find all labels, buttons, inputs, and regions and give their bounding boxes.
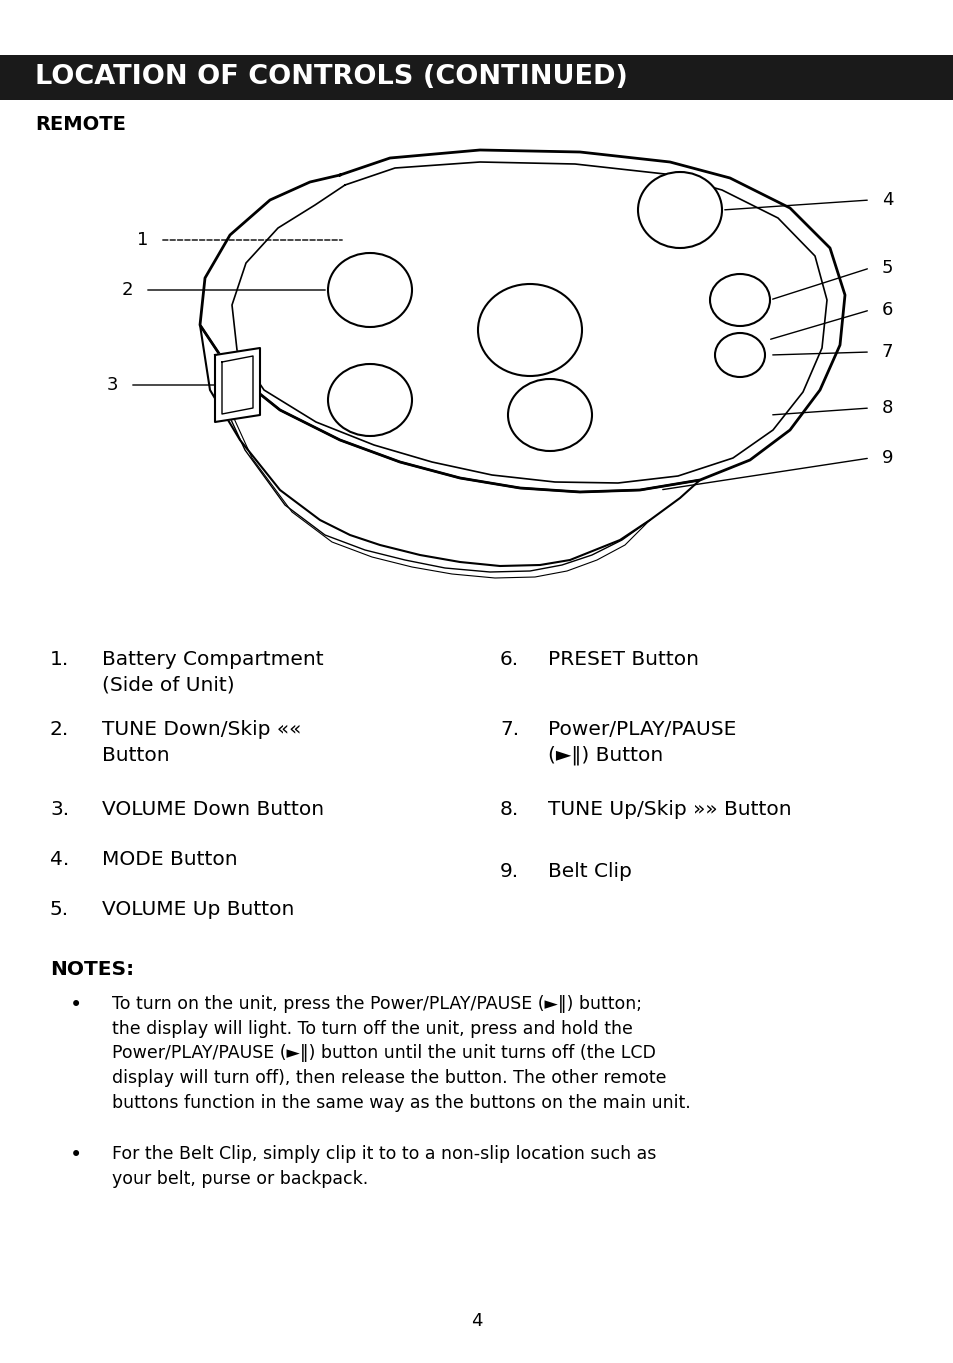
Text: Belt Clip: Belt Clip <box>547 861 631 880</box>
Text: To turn on the unit, press the Power/PLAY/PAUSE (►‖) button;
the display will li: To turn on the unit, press the Power/PLA… <box>112 995 690 1112</box>
Ellipse shape <box>477 284 581 376</box>
Text: 2.: 2. <box>50 720 70 739</box>
Text: •: • <box>70 995 82 1015</box>
Text: •: • <box>70 1145 82 1165</box>
Text: 4: 4 <box>471 1313 482 1330</box>
Text: TUNE Up/Skip »» Button: TUNE Up/Skip »» Button <box>547 800 791 819</box>
Text: 1.: 1. <box>50 650 70 669</box>
Ellipse shape <box>328 364 412 436</box>
Text: 1: 1 <box>136 230 148 249</box>
Text: PRESET Button: PRESET Button <box>547 650 699 669</box>
Text: For the Belt Clip, simply clip it to to a non-slip location such as
your belt, p: For the Belt Clip, simply clip it to to … <box>112 1145 656 1187</box>
Text: Battery Compartment
(Side of Unit): Battery Compartment (Side of Unit) <box>102 650 323 695</box>
Ellipse shape <box>638 172 721 248</box>
Ellipse shape <box>328 254 412 327</box>
Text: 6.: 6. <box>499 650 518 669</box>
Text: 2: 2 <box>121 281 132 298</box>
Text: 9: 9 <box>882 448 893 468</box>
Text: 4: 4 <box>882 191 893 209</box>
Text: VOLUME Up Button: VOLUME Up Button <box>102 900 294 919</box>
Text: MODE Button: MODE Button <box>102 851 237 870</box>
Text: LOCATION OF CONTROLS (CONTINUED): LOCATION OF CONTROLS (CONTINUED) <box>35 64 627 90</box>
Bar <box>0 55 953 99</box>
Text: NOTES:: NOTES: <box>50 960 134 979</box>
Text: VOLUME Down Button: VOLUME Down Button <box>102 800 324 819</box>
Text: 7.: 7. <box>499 720 518 739</box>
Text: 8: 8 <box>882 399 892 417</box>
Text: TUNE Down/Skip ««
Button: TUNE Down/Skip «« Button <box>102 720 301 765</box>
Text: 9.: 9. <box>499 861 518 880</box>
Text: 5: 5 <box>882 259 893 277</box>
Text: 6: 6 <box>882 301 892 319</box>
Ellipse shape <box>714 333 764 378</box>
Text: 8.: 8. <box>499 800 518 819</box>
Polygon shape <box>200 324 700 566</box>
Polygon shape <box>214 348 260 423</box>
Ellipse shape <box>507 379 592 451</box>
Text: 3: 3 <box>107 376 118 394</box>
Text: 3.: 3. <box>50 800 69 819</box>
Text: REMOTE: REMOTE <box>35 114 126 134</box>
Polygon shape <box>200 150 844 492</box>
Text: 7: 7 <box>882 343 893 361</box>
Text: 4.: 4. <box>50 851 70 870</box>
Ellipse shape <box>709 274 769 326</box>
Text: 5.: 5. <box>50 900 69 919</box>
Text: Power/PLAY/PAUSE
(►‖) Button: Power/PLAY/PAUSE (►‖) Button <box>547 720 736 765</box>
